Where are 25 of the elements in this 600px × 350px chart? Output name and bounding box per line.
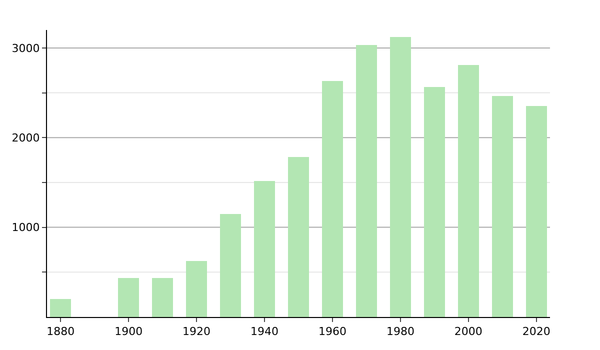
bar [118, 278, 139, 317]
bar [152, 278, 173, 317]
x-tick-label: 2000 [454, 325, 482, 338]
bar [458, 65, 479, 317]
x-tick-label: 2020 [522, 325, 550, 338]
y-tick-label: 2000 [12, 131, 40, 144]
x-tick-label: 1940 [250, 325, 279, 338]
y-tick-label: 3000 [12, 42, 40, 55]
bar [424, 87, 445, 317]
bar [356, 45, 377, 317]
bar [492, 96, 513, 317]
x-tick-label: 1960 [318, 325, 346, 338]
bar [322, 81, 343, 317]
x-tick-label: 1920 [182, 325, 211, 338]
x-tick-label: 1900 [114, 325, 143, 338]
bar [254, 181, 275, 317]
bar [288, 157, 309, 317]
x-tick-label: 1980 [386, 325, 414, 338]
bar [50, 299, 71, 317]
bar [526, 106, 547, 317]
x-tick-label: 1880 [46, 325, 75, 338]
bar [186, 261, 207, 317]
y-tick-label: 1000 [12, 221, 40, 234]
bar [220, 214, 241, 317]
bar [390, 37, 411, 317]
